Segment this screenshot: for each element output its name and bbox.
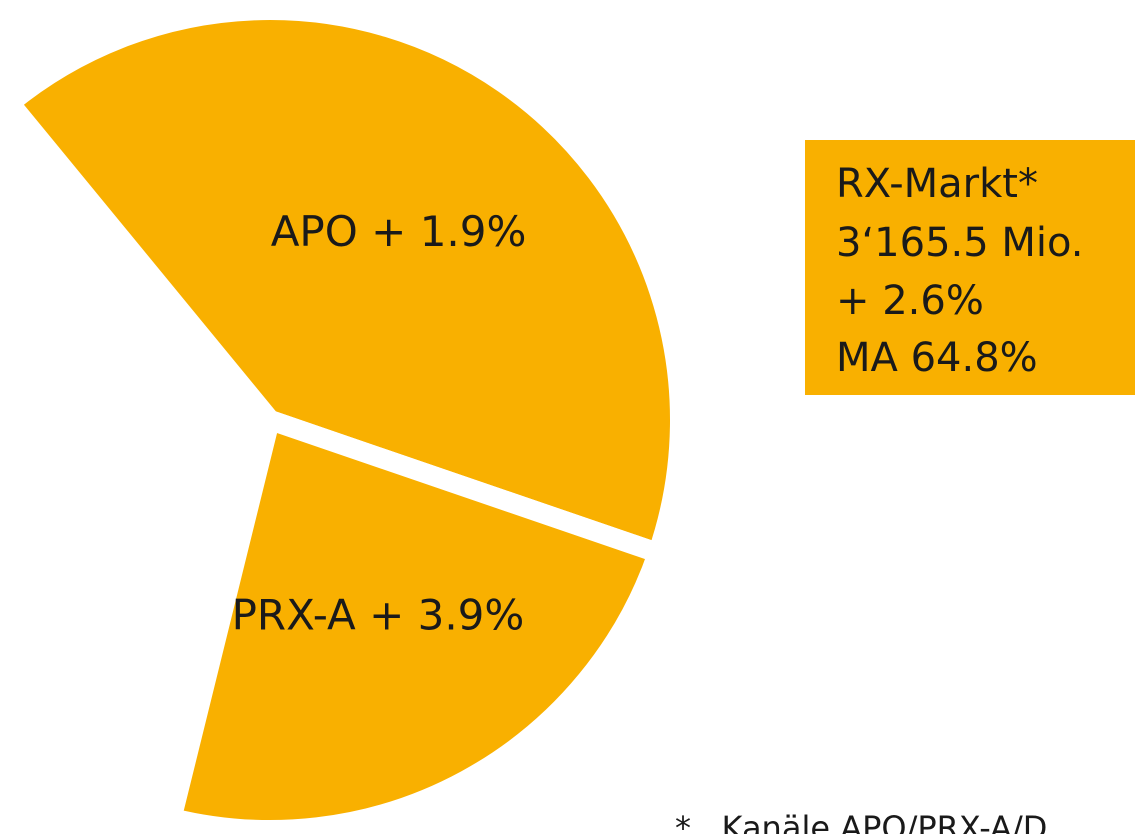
info-line: RX-Markt* — [836, 161, 1038, 207]
info-line: MA 64.8% — [836, 335, 1038, 381]
info-box — [805, 140, 1135, 395]
pie-slice — [0, 0, 690, 566]
pie-slice — [159, 406, 671, 834]
footnote: * Kanäle APO/PRX-A/D — [675, 809, 1047, 834]
slice-label: PRX-A + 3.9% — [232, 590, 525, 639]
slice-label: APO + 1.9% — [271, 207, 527, 256]
info-line: + 2.6% — [836, 278, 984, 324]
info-line: 3‘165.5 Mio. — [836, 220, 1084, 266]
